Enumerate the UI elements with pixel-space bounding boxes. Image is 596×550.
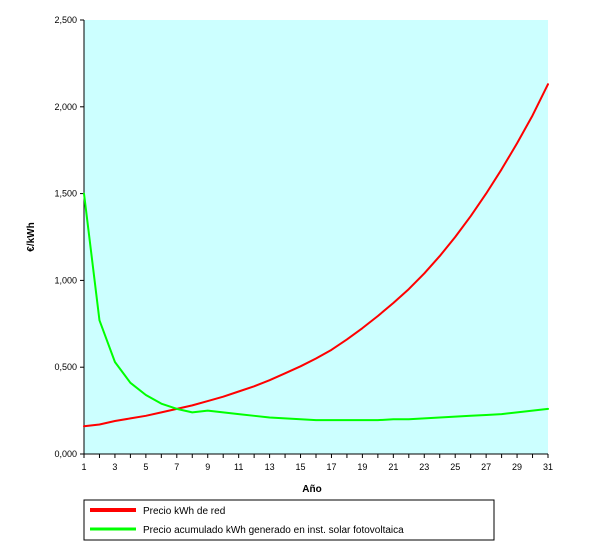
y-tick-label: 1,500 bbox=[54, 189, 77, 199]
legend: Precio kWh de red Precio acumulado kWh g… bbox=[83, 499, 495, 541]
x-tick-label: 5 bbox=[143, 462, 148, 472]
x-tick-label: 17 bbox=[326, 462, 336, 472]
y-tick-label: 2,000 bbox=[54, 102, 77, 112]
x-tick-label: 19 bbox=[357, 462, 367, 472]
x-tick-label: 1 bbox=[81, 462, 86, 472]
x-tick-label: 31 bbox=[543, 462, 553, 472]
x-tick-label: 11 bbox=[234, 462, 243, 472]
plot-area bbox=[84, 20, 548, 454]
y-axis-ticks: 0,000 0,500 1,000 1,500 2,000 2,500 bbox=[54, 15, 84, 459]
series-line-red bbox=[83, 83, 549, 428]
y-tick-label: 2,500 bbox=[54, 15, 77, 25]
x-tick-label: 27 bbox=[481, 462, 491, 472]
x-axis-ticks: 1 3 5 7 9 11 13 15 17 19 21 23 25 27 29 31 bbox=[81, 454, 553, 472]
x-tick-label: 3 bbox=[112, 462, 117, 472]
legend-label-green: Precio acumulado kWh generado en inst. s… bbox=[143, 525, 404, 536]
series-line-green bbox=[83, 192, 549, 422]
x-tick-label: 23 bbox=[419, 462, 429, 472]
x-tick-label: 21 bbox=[388, 462, 398, 472]
y-axis-title: €/kWh bbox=[26, 222, 37, 251]
legend-label-red: Precio kWh de red bbox=[143, 506, 225, 517]
x-tick-label: 9 bbox=[205, 462, 210, 472]
x-tick-label: 29 bbox=[512, 462, 522, 472]
series-lines bbox=[83, 83, 549, 428]
y-tick-label: 0,500 bbox=[54, 362, 77, 372]
y-tick-label: 0,000 bbox=[54, 449, 77, 459]
x-tick-label: 25 bbox=[450, 462, 460, 472]
x-axis-title: Año bbox=[302, 484, 321, 495]
y-tick-label: 1,000 bbox=[54, 275, 77, 285]
x-tick-label: 13 bbox=[265, 462, 275, 472]
x-tick-label: 7 bbox=[174, 462, 179, 472]
x-tick-label: 15 bbox=[296, 462, 306, 472]
legend-box bbox=[83, 499, 495, 541]
